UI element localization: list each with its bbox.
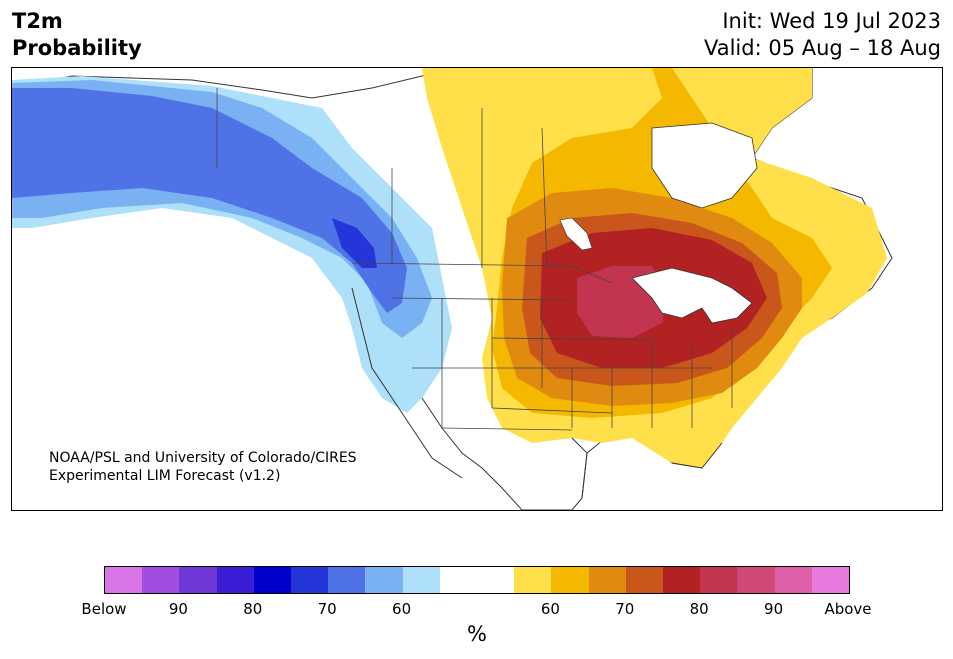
credit-line-1: NOAA/PSL and University of Colorado/CIRE…	[49, 450, 357, 466]
valid-period: Valid: 05 Aug – 18 Aug	[703, 36, 941, 60]
colorbar-cell	[551, 567, 589, 593]
colorbar-cell	[588, 567, 626, 593]
colorbar-cell	[105, 567, 143, 593]
colorbar-tick-label: 80	[689, 600, 709, 618]
colorbar-cell	[625, 567, 664, 593]
colorbar-tick-label: 60	[392, 600, 412, 618]
colorbar	[104, 566, 850, 594]
colorbar-cell	[253, 567, 292, 593]
map-panel	[11, 67, 943, 511]
colorbar-cell	[179, 567, 217, 593]
colorbar-cell	[291, 567, 329, 593]
below-80-region	[12, 88, 407, 313]
lake-winnipeg	[559, 217, 593, 251]
colorbar-tick-label: 70	[317, 600, 337, 618]
colorbar-cell	[439, 567, 478, 593]
colorbar-cell	[365, 567, 403, 593]
metric-label: Probability	[12, 36, 142, 60]
political-boundaries	[216, 88, 733, 431]
colorbar-tick-label: 90	[764, 600, 784, 618]
init-date: Init: Wed 19 Jul 2023	[722, 9, 941, 33]
great-lakes	[631, 267, 753, 324]
colorbar-cell	[663, 567, 701, 593]
below-90-region	[332, 218, 377, 268]
forecast-dates: Init: Wed 19 Jul 2023 Valid: 05 Aug – 18…	[704, 8, 941, 62]
colorbar-cell	[402, 567, 440, 593]
colorbar-cell	[328, 567, 366, 593]
hudson-bay	[651, 122, 758, 209]
coastlines	[351, 287, 723, 499]
colorbar-cell	[737, 567, 775, 593]
colorbar-cell	[774, 567, 812, 593]
colorbar-tick-label: Above	[824, 600, 872, 618]
colorbar-tick-label: 90	[168, 600, 188, 618]
colorbar-cell	[477, 567, 515, 593]
chart-title: T2m Probability	[12, 8, 142, 62]
colorbar-tick-label: 80	[243, 600, 263, 618]
credit-line-2: Experimental LIM Forecast (v1.2)	[49, 468, 281, 484]
colorbar-tick-label: Below	[81, 600, 127, 618]
colorbar-unit: %	[467, 622, 487, 646]
probability-map	[12, 68, 942, 510]
colorbar-cell	[216, 567, 254, 593]
colorbar-cell	[811, 567, 850, 593]
colorbar-cell	[142, 567, 180, 593]
variable-label: T2m	[12, 9, 63, 33]
colorbar-cell	[700, 567, 738, 593]
credit-text: NOAA/PSL and University of Colorado/CIRE…	[49, 449, 357, 485]
colorbar-tick-label: 60	[540, 600, 560, 618]
colorbar-cell	[514, 567, 552, 593]
colorbar-tick-label: 70	[615, 600, 635, 618]
